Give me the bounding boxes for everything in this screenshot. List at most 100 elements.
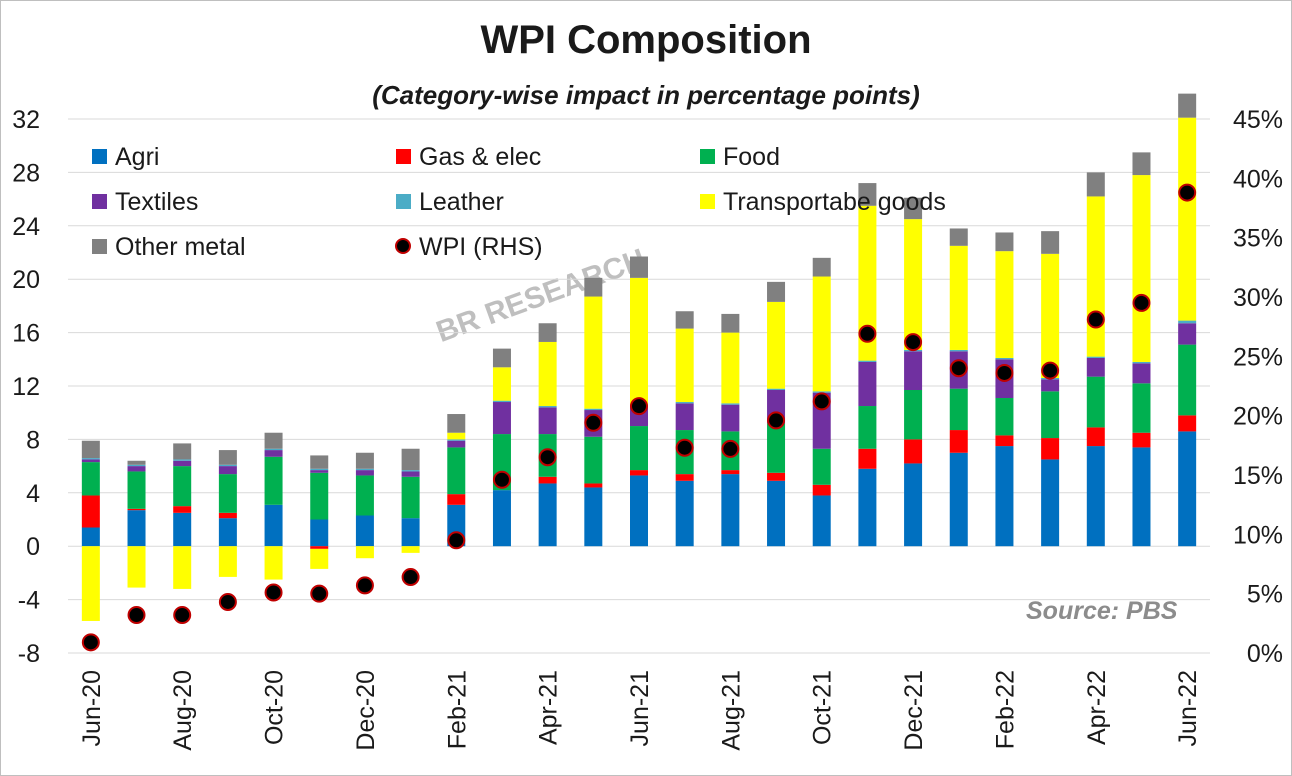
- bar-segment-textiles: [1086, 357, 1105, 377]
- legend-swatch: [92, 239, 107, 254]
- bar-segment-leather: [675, 402, 694, 404]
- wpi-marker: [858, 324, 877, 343]
- bar-segment-transportabe-goods: [904, 219, 923, 350]
- x-axis: Jun-20 Aug-20 Oct-20 Dec-20 Feb-21 Apr-21 Jun-…: [78, 670, 1202, 751]
- bar-segment-food: [995, 398, 1014, 436]
- bar-segment-textiles: [447, 440, 466, 448]
- bar-segment-food: [1132, 383, 1151, 433]
- bar-segment-agri: [1178, 431, 1197, 547]
- bar-segment-food: [767, 423, 786, 473]
- y-tick-label: 8: [26, 426, 40, 454]
- wpi-marker: [264, 583, 283, 602]
- wpi-marker: [310, 584, 329, 603]
- wpi-marker: [949, 359, 968, 378]
- y2-tick-label: 10%: [1233, 521, 1283, 549]
- wpi-marker: [218, 592, 237, 611]
- bar-segment-food: [81, 462, 100, 496]
- bar-segment-food: [1041, 391, 1060, 439]
- bar-segment-gas-elec: [1041, 438, 1060, 460]
- bar-segment-leather: [538, 406, 557, 408]
- x-tick-label: Feb-22: [991, 670, 1019, 749]
- bar-segment-agri: [949, 452, 968, 547]
- x-tick-label: Aug-21: [717, 670, 745, 751]
- y-tick-label: 16: [12, 320, 40, 348]
- bar-segment-leather: [721, 403, 740, 405]
- legend-label: Food: [723, 143, 780, 171]
- bar-segment-other-metal: [218, 450, 237, 465]
- bar-segment-gas-elec: [1178, 415, 1197, 432]
- x-tick-label: Jun-20: [78, 670, 106, 746]
- wpi-marker: [538, 448, 557, 467]
- y-tick-label: 4: [26, 480, 40, 508]
- bar-segment-agri: [721, 474, 740, 547]
- bar-segment-transportabe-goods: [584, 296, 603, 409]
- bar-segment-textiles: [721, 404, 740, 432]
- y2-tick-label: 30%: [1233, 284, 1283, 312]
- bar-segment-leather: [949, 349, 968, 352]
- x-tick-label: Jun-21: [626, 670, 654, 746]
- bar-segment-transportabe-goods: [858, 205, 877, 361]
- bar-segment-agri: [401, 518, 420, 547]
- wpi-marker: [447, 531, 466, 550]
- y-axis-left: -8 -4 0 4 8 12 16 20 24 28 32: [12, 106, 40, 668]
- wpi-marker: [401, 568, 420, 587]
- bar-segment-other-metal: [81, 440, 100, 459]
- source-note: Source: PBS: [1026, 597, 1178, 625]
- bar-segment-other-metal: [858, 183, 877, 206]
- bar-segment-gas-elec: [721, 470, 740, 475]
- wpi-marker: [995, 363, 1014, 382]
- bar-segment-transportabe-goods: [310, 548, 329, 569]
- bar-segment-transportabe-goods: [355, 546, 374, 559]
- wpi-marker: [1132, 293, 1151, 312]
- bar-segment-gas-elec: [584, 483, 603, 488]
- bar-segment-leather: [401, 470, 420, 472]
- bar-segment-other-metal: [767, 281, 786, 302]
- bar-segment-leather: [81, 458, 100, 460]
- bar-segment-other-metal: [355, 452, 374, 469]
- bar-segment-agri: [355, 515, 374, 547]
- bar-segment-other-metal: [949, 228, 968, 246]
- bar-segment-other-metal: [812, 257, 831, 277]
- y-tick-label: 32: [12, 106, 40, 134]
- bar-segment-gas-elec: [995, 435, 1014, 447]
- bar-segment-agri: [995, 446, 1014, 547]
- wpi-marker: [767, 411, 786, 430]
- bar-segment-food: [264, 456, 283, 505]
- legend-swatch: [92, 194, 107, 209]
- wpi-markers: [81, 183, 1197, 652]
- bar-segment-other-metal: [1086, 172, 1105, 197]
- bar-segment-agri: [492, 490, 511, 547]
- bar-segment-gas-elec: [858, 448, 877, 469]
- bar-segment-other-metal: [904, 197, 923, 220]
- x-tick-label: Apr-22: [1083, 670, 1111, 745]
- y2-tick-label: 25%: [1233, 343, 1283, 371]
- bar-segment-leather: [127, 464, 146, 467]
- bar-segment-gas-elec: [949, 430, 968, 453]
- bar-segment-leather: [858, 360, 877, 362]
- bar-segment-textiles: [1041, 379, 1060, 392]
- bar-segment-transportabe-goods: [264, 546, 283, 580]
- legend-label: Other metal: [115, 233, 246, 261]
- y-tick-label: 0: [26, 533, 40, 561]
- wpi-marker: [721, 439, 740, 458]
- legend-swatch: [700, 149, 715, 164]
- bar-segment-agri: [584, 487, 603, 547]
- bar-segment-transportabe-goods: [1132, 175, 1151, 362]
- bar-segment-agri: [218, 518, 237, 547]
- wpi-marker: [1178, 183, 1197, 202]
- bar-segment-leather: [1132, 361, 1151, 364]
- bar-segment-textiles: [492, 402, 511, 435]
- bar-segment-agri: [858, 468, 877, 547]
- bar-segment-food: [812, 448, 831, 485]
- bar-segment-other-metal: [447, 414, 466, 433]
- bar-segment-textiles: [675, 403, 694, 431]
- x-tick-label: Jun-22: [1174, 670, 1202, 746]
- wpi-marker: [904, 333, 923, 352]
- bar-segment-leather: [584, 408, 603, 411]
- bar-segment-agri: [538, 483, 557, 547]
- bar-segment-gas-elec: [447, 494, 466, 505]
- bar-segment-food: [858, 406, 877, 449]
- legend-swatch: [700, 194, 715, 209]
- bar-segment-leather: [310, 468, 329, 471]
- x-tick-label: Oct-21: [809, 670, 837, 745]
